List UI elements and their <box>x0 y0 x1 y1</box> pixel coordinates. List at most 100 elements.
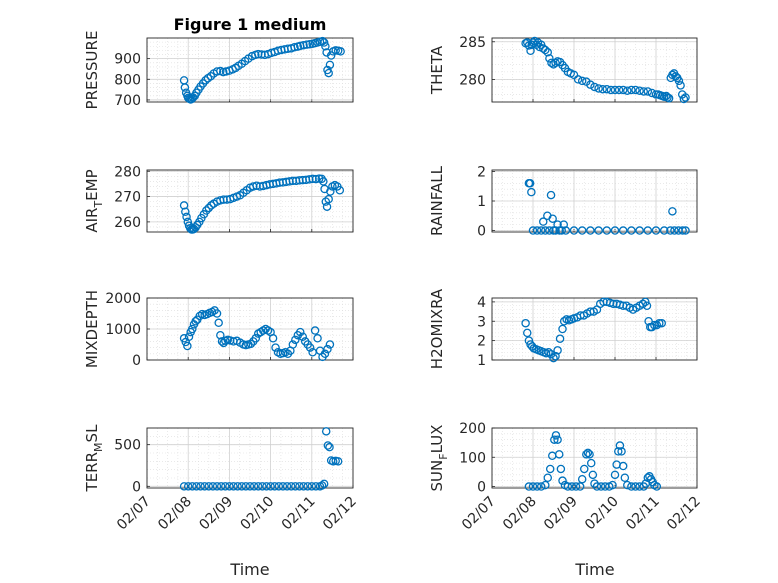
data-point <box>549 353 558 363</box>
data-point <box>196 482 205 491</box>
data-point <box>183 341 192 351</box>
panel-rainfall: 0 1 2 RAINFALL <box>428 164 698 240</box>
data-point <box>188 324 197 334</box>
data-point <box>246 339 256 349</box>
data-point <box>610 470 620 480</box>
data-point <box>201 76 210 85</box>
panel-sun_flux: 0 100 200 SUNFLUX 02/07 02/08 02/09 02/10 02/11 0… <box>428 421 704 533</box>
data-point <box>323 344 332 354</box>
data-point <box>262 482 271 491</box>
data-point <box>651 226 661 235</box>
data-point <box>335 185 345 195</box>
x-tick-label: 02/09 <box>196 494 236 534</box>
data-point <box>659 226 669 235</box>
data-point <box>527 187 536 197</box>
chart-title: Figure 1 medium <box>174 15 327 34</box>
data-point <box>577 474 587 484</box>
data-point <box>204 482 214 491</box>
y-axis-label: TERRMSL <box>83 424 105 493</box>
y-axis-label-tail: LUX <box>428 425 446 454</box>
data-point <box>319 38 329 47</box>
data-point <box>288 340 298 349</box>
data-point <box>241 482 251 491</box>
data-point <box>550 435 559 444</box>
data-point <box>298 332 307 341</box>
data-point <box>333 457 343 466</box>
data-point <box>180 83 190 92</box>
y-axis-label-tail: EMP <box>83 169 101 200</box>
data-point <box>274 482 284 491</box>
data-point <box>310 326 320 335</box>
y-tick-label: 3 <box>477 314 486 330</box>
data-point <box>641 297 650 307</box>
data-point <box>592 482 602 491</box>
x-tick-label: 02/09 <box>541 494 581 534</box>
data-point <box>526 46 535 56</box>
data-point <box>608 480 617 490</box>
data-point <box>295 482 304 491</box>
y-axis-label: H2OMIXRA <box>428 288 446 369</box>
x-axis-label-right: Time <box>574 560 614 579</box>
data-point <box>179 201 189 210</box>
data-point <box>678 226 687 235</box>
data-point <box>596 482 606 491</box>
y-tick-label: 1 <box>477 194 486 210</box>
data-point <box>532 226 542 235</box>
data-point <box>679 94 689 104</box>
y-tick-label: 100 <box>459 450 486 466</box>
data-point <box>271 343 280 352</box>
panel-pressure: 700 800 900 PRESSURE <box>83 31 354 109</box>
data-point <box>321 427 331 436</box>
data-point <box>586 80 595 89</box>
data-point <box>546 190 556 200</box>
data-point <box>543 48 553 57</box>
data-point <box>666 226 675 235</box>
data-point <box>225 482 234 491</box>
data-point <box>237 482 247 491</box>
data-point <box>554 450 564 459</box>
data-point <box>618 226 628 235</box>
data-point <box>521 318 530 328</box>
data-point <box>192 482 201 491</box>
data-point <box>539 217 548 226</box>
data-point <box>320 349 330 359</box>
axes-box <box>491 297 698 361</box>
y-tick-label: 500 <box>114 438 141 454</box>
axes-box <box>491 427 698 489</box>
data-point <box>585 450 594 459</box>
data-point <box>182 212 191 222</box>
data-point <box>536 226 546 235</box>
data-point <box>536 482 546 491</box>
data-point <box>251 334 261 343</box>
data-point <box>524 482 534 491</box>
x-tick-label: 02/07 <box>114 494 154 534</box>
x-tick-label: 02/12 <box>320 494 360 534</box>
data-point <box>258 482 267 491</box>
data-point <box>606 85 616 95</box>
data-point <box>291 482 300 491</box>
y-tick-label: 2 <box>477 334 486 350</box>
data-point <box>188 482 197 491</box>
data-point <box>557 226 566 235</box>
data-point <box>307 482 317 491</box>
data-point <box>321 42 330 51</box>
data-point <box>311 174 321 184</box>
data-point <box>191 316 200 326</box>
data-point <box>545 464 555 474</box>
y-tick-label: 270 <box>114 190 141 206</box>
data-point <box>336 47 345 56</box>
data-point <box>567 482 577 491</box>
data-point <box>278 482 288 491</box>
data-point <box>642 301 652 310</box>
data-point <box>631 482 640 491</box>
data-point <box>627 482 636 491</box>
data-point <box>270 482 279 491</box>
data-point <box>638 299 648 309</box>
data-point <box>602 226 612 235</box>
y-tick-label: 2000 <box>105 291 141 307</box>
data-point <box>216 330 225 340</box>
data-point <box>266 482 275 491</box>
data-point <box>233 482 242 491</box>
data-point <box>296 327 305 337</box>
